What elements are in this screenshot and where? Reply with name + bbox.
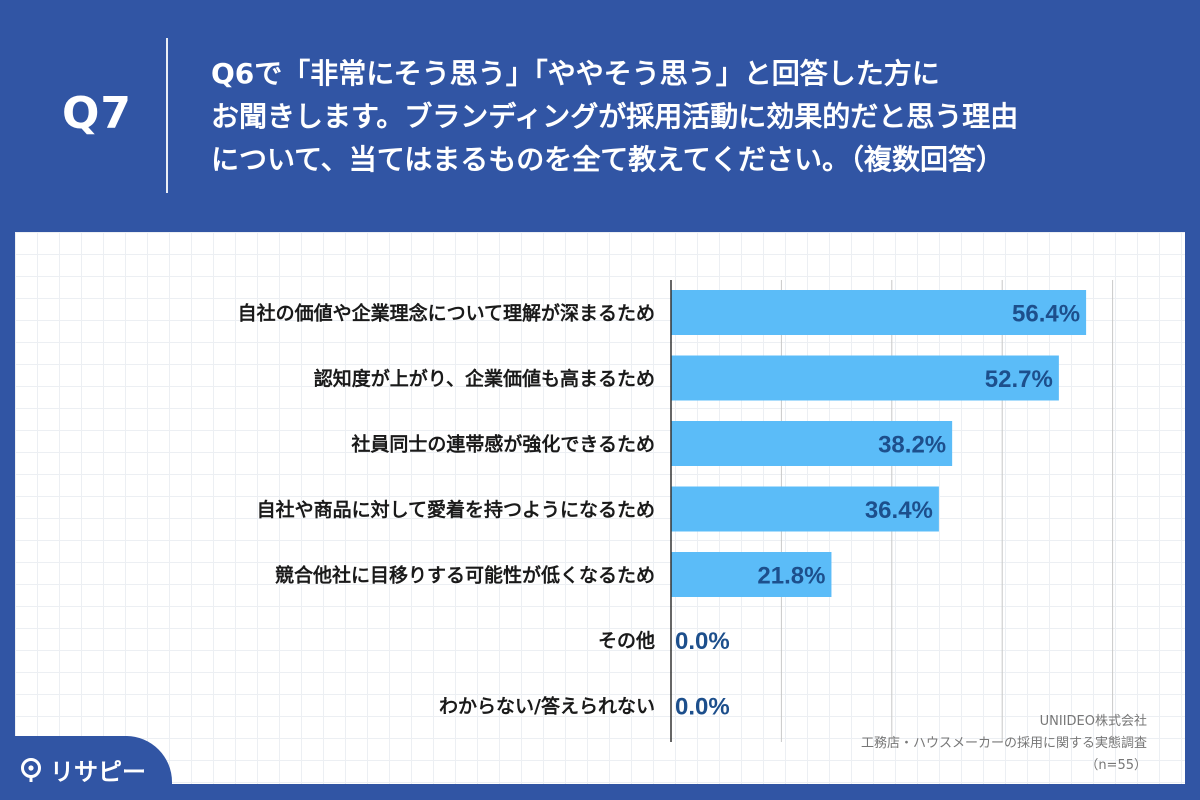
question-line-2: お聞きします。ブランディングが採用活動に効果的だと思う理由	[211, 100, 1019, 133]
bar-5	[671, 552, 832, 597]
value-label-5: 21.8%	[757, 563, 825, 590]
category-label-4: 自社や商品に対して愛着を持つようになるため	[257, 498, 655, 521]
category-label-3: 社員同士の連帯感が強化できるため	[350, 433, 655, 456]
category-label-5: 競合他社に目移りする可能性が低くなるため	[275, 564, 655, 587]
question-line-1: Q6で「非常にそう思う」「ややそう思う」と回答した方に	[211, 57, 940, 90]
header: Q7 Q6で「非常にそう思う」「ややそう思う」と回答した方に お聞きします。ブラ…	[0, 0, 1200, 232]
value-label-4: 36.4%	[865, 497, 933, 524]
category-label-7: わからない/答えられない	[439, 695, 655, 718]
header-divider	[166, 38, 168, 193]
value-label-2: 52.7%	[985, 366, 1053, 393]
question-line-3: について、当てはまるものを全て教えてください。（複数回答）	[211, 143, 1004, 176]
category-label-2: 認知度が上がり、企業価値も高まるため	[314, 367, 655, 390]
bar-chart: 自社の価値や企業理念について理解が深まるため 56.4% 認知度が上がり、企業価値も…	[238, 280, 1114, 742]
question-text: Q6で「非常にそう思う」「ややそう思う」と回答した方に お聞きします。ブランディ…	[211, 52, 1171, 181]
value-label-3: 38.2%	[878, 432, 946, 459]
brand-logo: リサピー	[18, 752, 146, 787]
source-sample: （n=55）	[1085, 758, 1147, 773]
brand-name: リサピー	[50, 758, 146, 786]
source-survey: 工務店・ハウスメーカーの採用に関する実態調査	[860, 736, 1147, 751]
category-label-1: 自社の価値や企業理念について理解が深まるため	[238, 302, 655, 325]
bar-2	[671, 355, 1059, 401]
chart-panel: 自社の価値や企業理念について理解が深まるため 56.4% 認知度が上がり、企業価値も…	[15, 232, 1185, 784]
bar-3	[671, 421, 953, 466]
question-number: Q7	[62, 88, 133, 139]
location-pin-icon	[21, 757, 41, 782]
value-label-1: 56.4%	[1012, 301, 1080, 328]
category-label-6: その他	[598, 629, 655, 652]
value-label-7: 0.0%	[675, 694, 730, 721]
value-label-6: 0.0%	[675, 628, 730, 655]
bar-4	[671, 486, 939, 532]
source-company: UNIIDEO株式会社	[1039, 714, 1147, 729]
bar-1	[671, 290, 1087, 335]
